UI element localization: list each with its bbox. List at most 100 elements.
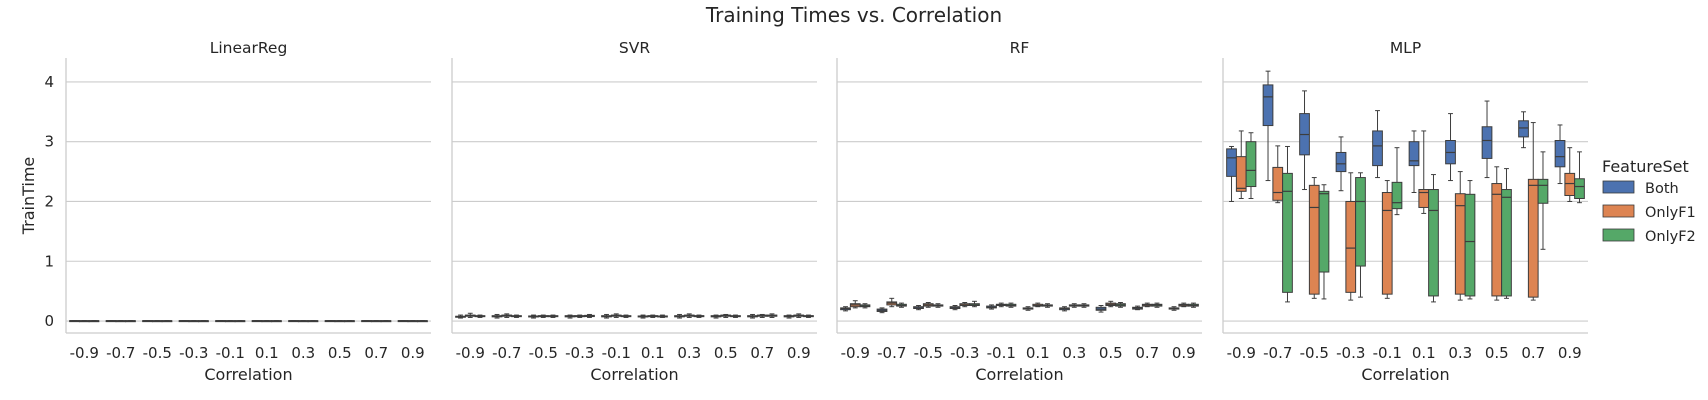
x-axis-label: Correlation bbox=[1361, 365, 1449, 384]
panel-title-mlp: MLP bbox=[1390, 39, 1421, 57]
box-onlyf1-0-5 bbox=[334, 320, 346, 323]
x-tick-label: 0.7 bbox=[1521, 344, 1545, 362]
x-tick-label: 0.9 bbox=[1172, 344, 1196, 362]
box-both-0-9 bbox=[397, 320, 409, 323]
box-body bbox=[1235, 156, 1247, 192]
box-both-0-7 bbox=[105, 320, 117, 323]
box-body bbox=[1262, 84, 1274, 127]
box-both-0-1 bbox=[986, 304, 997, 310]
box-both-0-5 bbox=[528, 314, 539, 319]
box-onlyf1-0-5 bbox=[537, 314, 549, 318]
box-both-0-1 bbox=[637, 314, 649, 319]
x-tick-label: -0.1 bbox=[1373, 344, 1402, 362]
box-onlyf2-0-1 bbox=[1005, 302, 1017, 308]
box-body bbox=[1554, 140, 1566, 168]
box-both-0-5 bbox=[142, 320, 153, 323]
box-onlyf2-0-9 bbox=[1574, 151, 1585, 204]
box-body bbox=[1355, 177, 1366, 267]
box-onlyf2-0-7 bbox=[380, 320, 392, 323]
box-both-0-3 bbox=[288, 320, 299, 323]
box-onlyf2-0-7 bbox=[1537, 151, 1549, 250]
panel-svr: SVR -0.9 -0.7 -0.5 -0.3 -0.1 0.1 0.3 0.5 0.7 0.9 Co… bbox=[451, 39, 817, 384]
box-both-0-7 bbox=[361, 320, 372, 323]
x-axis-label: Correlation bbox=[204, 365, 292, 384]
box-body bbox=[1491, 183, 1503, 297]
box-onlyf2-0-7 bbox=[1151, 302, 1163, 308]
panel-mlp: MLP -0.9 -0.7 -0.5 -0.3 -0.1 0.1 0.3 0.5 0.7 0.9 Co… bbox=[1222, 39, 1588, 384]
box-both-0-3 bbox=[1335, 136, 1347, 192]
box-both-0-3 bbox=[674, 313, 685, 319]
x-tick-label: -0.9 bbox=[70, 344, 99, 362]
box-both-0-7 bbox=[1262, 70, 1274, 182]
box-onlyf1-0-9 bbox=[793, 313, 805, 318]
box-both-0-7 bbox=[876, 307, 888, 314]
box-onlyf1-0-1 bbox=[647, 314, 659, 318]
box-onlyf1-0-1 bbox=[261, 320, 273, 323]
box-onlyf2-0-5 bbox=[344, 320, 355, 323]
box-both-0-3 bbox=[1445, 113, 1456, 182]
box-onlyf1-0-5 bbox=[151, 320, 163, 323]
x-tick-label: 0.3 bbox=[1062, 344, 1086, 362]
x-tick-label: -0.5 bbox=[143, 344, 172, 362]
box-body bbox=[1574, 178, 1585, 199]
box-body bbox=[1428, 189, 1439, 297]
box-body bbox=[1345, 200, 1357, 293]
box-onlyf1-0-7 bbox=[1272, 145, 1284, 204]
y-tick-label: 0 bbox=[44, 312, 54, 330]
box-onlyf2-0-9 bbox=[417, 320, 428, 323]
box-onlyf2-0-3 bbox=[307, 320, 319, 323]
box-body bbox=[1372, 130, 1383, 167]
box-both-0-5 bbox=[1095, 305, 1107, 313]
box-body bbox=[1454, 193, 1466, 295]
x-tick-label: -0.3 bbox=[950, 344, 979, 362]
box-both-0-3 bbox=[949, 305, 961, 311]
box-onlyf2-0-3 bbox=[1078, 303, 1090, 308]
box-both-0-7 bbox=[1132, 305, 1143, 311]
box-onlyf2-0-5 bbox=[730, 314, 741, 318]
box-both-0-9 bbox=[783, 314, 795, 319]
box-onlyf2-0-3 bbox=[198, 320, 209, 323]
panel-title-linearreg: LinearReg bbox=[210, 39, 288, 57]
box-onlyf2-0-9 bbox=[88, 320, 100, 323]
x-tick-label: 0.7 bbox=[1135, 344, 1159, 362]
box-onlyf2-0-5 bbox=[547, 314, 559, 318]
box-both-0-9 bbox=[840, 306, 851, 312]
x-tick-label: 0.3 bbox=[1448, 344, 1472, 362]
box-onlyf2-0-1 bbox=[234, 320, 246, 323]
box-onlyf2-0-5 bbox=[161, 320, 173, 323]
y-tick-label: 4 bbox=[44, 73, 54, 91]
legend: FeatureSet Both OnlyF1 OnlyF2 bbox=[1602, 157, 1696, 245]
y-tick-label: 2 bbox=[44, 192, 54, 210]
x-tick-label: 0.7 bbox=[750, 344, 774, 362]
box-onlyf1-0-7 bbox=[115, 320, 127, 323]
x-tick-label: -0.7 bbox=[877, 344, 906, 362]
legend-label-both: Both bbox=[1645, 181, 1679, 197]
x-tick-label: 0.1 bbox=[255, 344, 279, 362]
x-tick-label: 0.9 bbox=[1558, 344, 1582, 362]
box-onlyf2-0-7 bbox=[511, 314, 522, 318]
box-both-0-9 bbox=[1226, 145, 1237, 202]
box-onlyf1-0-7 bbox=[1141, 302, 1153, 308]
box-both-0-9 bbox=[1168, 306, 1180, 311]
box-body bbox=[1481, 126, 1493, 159]
box-both-0-7 bbox=[747, 313, 758, 319]
box-onlyf1-0-7 bbox=[370, 320, 382, 323]
box-both-0-5 bbox=[913, 305, 924, 311]
box-onlyf1-0-1 bbox=[224, 320, 236, 323]
x-tick-label: 0.5 bbox=[1099, 344, 1123, 362]
box-onlyf2-0-3 bbox=[1355, 172, 1366, 298]
box-onlyf1-0-3 bbox=[574, 314, 586, 318]
box-onlyf1-0-1 bbox=[610, 313, 622, 318]
legend-swatch-onlyf2 bbox=[1602, 228, 1635, 242]
box-onlyf2-0-5 bbox=[1318, 184, 1330, 300]
box-onlyf2-0-5 bbox=[932, 303, 944, 308]
panel-linearreg: LinearReg 0 1 2 3 4 TrainTime -0.9 -0.7 -0.5 -0.3-… bbox=[19, 39, 431, 384]
x-tick-label: 0.5 bbox=[328, 344, 352, 362]
y-tick-label: 1 bbox=[44, 252, 54, 270]
x-tick-label: -0.7 bbox=[106, 344, 135, 362]
box-body bbox=[1564, 172, 1576, 196]
box-onlyf1-0-1 bbox=[995, 302, 1007, 308]
box-onlyf2-0-9 bbox=[803, 314, 814, 318]
legend-label-onlyf1: OnlyF1 bbox=[1645, 205, 1696, 221]
